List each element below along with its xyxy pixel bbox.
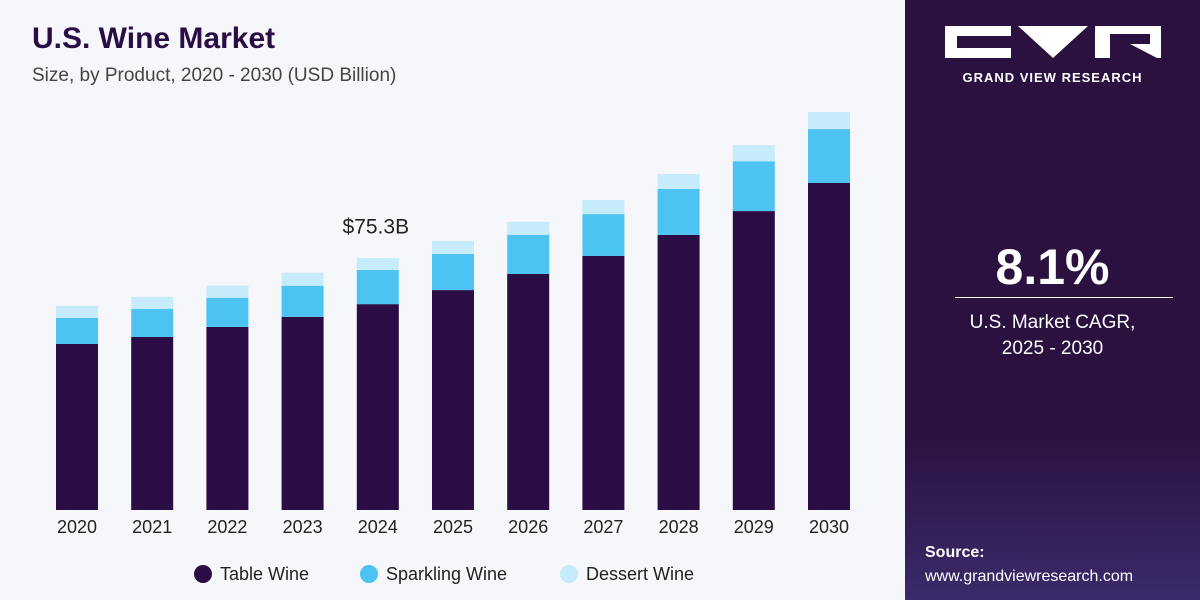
source-url: www.grandviewresearch.com [925,568,1134,585]
logo-block [1018,26,1088,58]
legend-label: Sparkling Wine [386,564,507,584]
bar-segment [432,240,474,254]
bar-segment [657,234,700,510]
x-tick-label: 2021 [132,517,172,537]
bar-segment [732,145,775,162]
divider [955,297,1173,298]
bar-segment [131,336,174,510]
sidebar: GRAND VIEW RESEARCH 8.1% U.S. Market CAG… [905,0,1200,600]
bar-segment [732,161,775,212]
bar-segment [582,200,625,215]
chart: U.S. Wine Market Size, by Product, 2020 … [32,22,850,584]
bar-segment [281,316,324,510]
bar-segment [281,272,324,286]
logo [945,26,1161,58]
legend-swatch [560,565,578,583]
x-tick-label: 2023 [283,517,323,537]
x-tick-label: 2030 [809,517,849,537]
cagr-value: 8.1% [995,239,1110,295]
logo-cut [1110,34,1157,58]
bar-segment [808,129,850,183]
x-tick-label: 2027 [583,517,623,537]
legend-swatch [194,565,212,583]
bar-segment [582,214,625,256]
bar-segment [582,255,625,510]
chart-subtitle: Size, by Product, 2020 - 2030 (USD Billi… [32,65,396,86]
annotation: $75.3B [343,215,410,238]
brand: GRAND VIEW RESEARCH [962,70,1143,85]
bar-segment [131,296,174,309]
x-tick-label: 2025 [433,517,473,537]
bar-segment [432,290,474,510]
legend-label: Dessert Wine [586,564,694,584]
bar-segment [206,297,249,327]
x-tick-label: 2024 [358,517,398,537]
cagr-label: U.S. Market CAGR, [969,312,1136,333]
bar-segment [56,343,98,510]
source-label: Source: [925,544,985,561]
bar-segment [131,308,174,337]
logo-cut [957,36,1011,48]
x-tick-label: 2022 [207,517,247,537]
legend-swatch [360,565,378,583]
bar-segment [657,173,700,189]
bar-segment [732,211,775,510]
bar-segment [356,257,399,270]
x-tick-label: 2020 [57,517,97,537]
bar-segment [507,274,550,510]
bar-segment [56,317,98,344]
x-tick-label: 2028 [659,517,699,537]
bar-segment [356,304,399,510]
bar-segment [507,234,550,275]
bar-segment [657,188,700,235]
x-tick-label: 2026 [508,517,548,537]
bar-segment [356,269,399,305]
bar-segment [432,253,474,291]
bar-segment [808,182,850,510]
chart-title: U.S. Wine Market [32,22,275,55]
bar-segment [507,221,550,235]
bar-segment [206,326,249,510]
bar-segment [56,305,98,318]
bar-segment [281,285,324,317]
bar-segment [206,285,249,298]
bar-segment [808,112,850,130]
cagr-period: 2025 - 2030 [1001,338,1104,359]
legend-label: Table Wine [220,564,309,584]
x-tick-label: 2029 [734,517,774,537]
